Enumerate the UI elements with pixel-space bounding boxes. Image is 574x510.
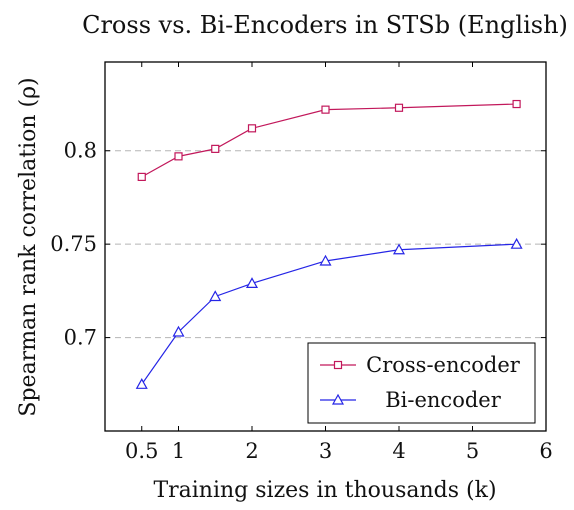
y-tick-label: 0.75: [50, 232, 97, 256]
cross-encoder-point: [137, 172, 146, 182]
x-axis-label: Training sizes in thousands (k): [153, 478, 496, 503]
legend-box: [307, 342, 536, 424]
bi-encoder-series: [135, 237, 523, 389]
legend-entry-bi-encoder: Bi-encoder: [320, 388, 502, 412]
y-tick-label: 0.7: [64, 326, 97, 350]
cross-encoder-point: [321, 105, 330, 114]
legend-marker: [331, 393, 345, 405]
x-tick-label: 4: [392, 439, 405, 463]
bi-encoder-point: [135, 378, 148, 389]
y-tick-label: 0.8: [64, 139, 97, 163]
cross-encoder-line: [141, 103, 517, 178]
y-axis-label: Spearman rank correlation (ρ): [16, 77, 41, 416]
bi-encoder-point: [209, 290, 222, 302]
cross-encoder-point: [394, 103, 404, 112]
legend-marker: [333, 360, 343, 370]
chart-title: Cross vs. Bi-Encoders in STSb (English): [82, 11, 568, 39]
cross-encoder-point: [174, 152, 183, 161]
legend: Cross-encoder Bi-encoder: [307, 342, 536, 424]
x-tick-label: 3: [319, 439, 332, 463]
legend-label: Cross-encoder: [366, 353, 521, 377]
x-tick-label: 0.5: [125, 439, 158, 463]
bi-encoder-point: [172, 325, 185, 337]
legend-label: Bi-encoder: [385, 388, 501, 412]
x-tick-label: 1: [172, 439, 185, 463]
x-axis: 0.5 1 2 3 4 5 6: [125, 62, 553, 463]
x-tick-label: 6: [539, 439, 552, 463]
x-tick-label: 5: [466, 439, 479, 463]
bi-encoder-point: [392, 243, 406, 255]
bi-encoder-point: [319, 254, 332, 266]
cross-encoder-point: [247, 124, 257, 133]
bi-encoder-point: [245, 277, 259, 288]
x-tick-label: 2: [245, 439, 258, 463]
y-axis: 0.7 0.75 0.8: [50, 139, 546, 350]
cross-encoder-series: [137, 99, 521, 182]
cross-encoder-point: [512, 99, 521, 109]
cross-encoder-point: [211, 144, 220, 153]
legend-entry-cross-encoder: Cross-encoder: [320, 353, 521, 377]
series-layer: [135, 99, 523, 389]
grid-lines: [105, 150, 546, 339]
bi-encoder-point: [510, 237, 523, 249]
